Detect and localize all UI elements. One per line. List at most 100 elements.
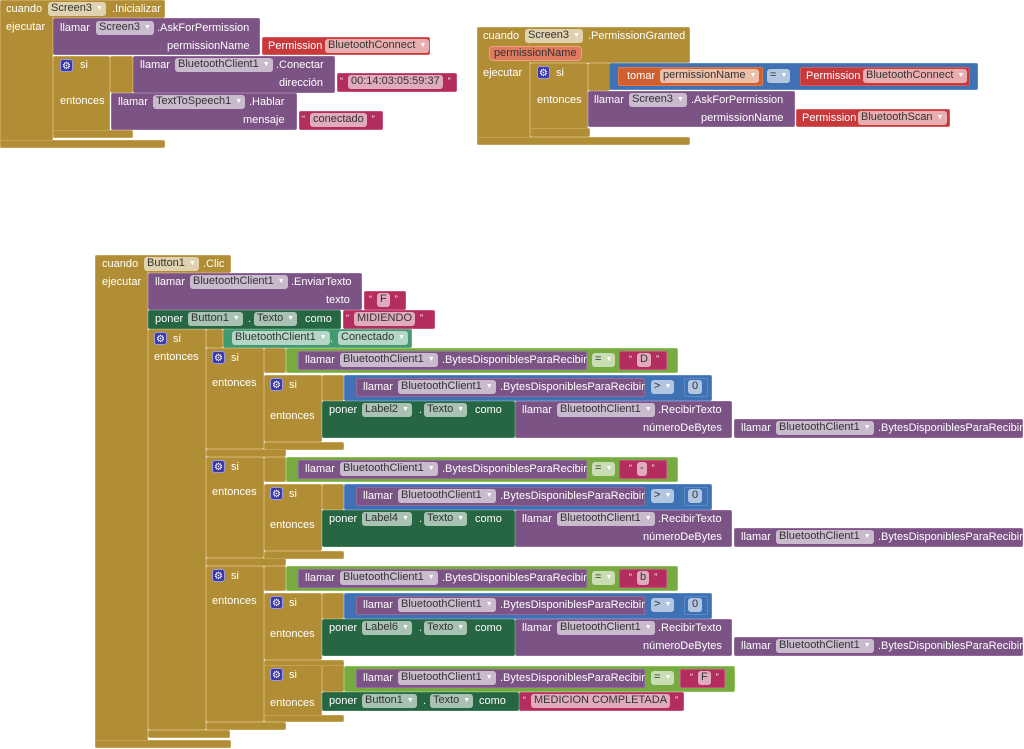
operator-dropdown[interactable]: = ▼	[592, 462, 616, 476]
gear-mutator-icon[interactable]: ⚙	[154, 332, 167, 345]
event-body[interactable]	[477, 27, 530, 145]
component-dropdown[interactable]: BluetoothClient1 ▼	[340, 571, 438, 585]
gear-mutator-icon[interactable]: ⚙	[270, 596, 283, 609]
call-askforpermission-block[interactable]	[588, 91, 795, 127]
if-block[interactable]	[264, 484, 322, 551]
if-block[interactable]	[206, 457, 264, 558]
text-value[interactable]: MEDICION COMPLETADA	[523, 694, 678, 708]
operator-dropdown[interactable]: = ▼	[592, 571, 616, 585]
component-dropdown[interactable]: Label4 ▼	[362, 512, 412, 526]
component-dropdown[interactable]: BluetoothClient1 ▼	[776, 639, 874, 653]
permission-dropdown[interactable]: BluetoothScan ▼	[858, 111, 947, 125]
if-bottom[interactable]	[206, 558, 286, 566]
if-bottom[interactable]	[206, 449, 286, 457]
component-dropdown[interactable]: BluetoothClient1 ▼	[175, 58, 273, 72]
permission-dropdown[interactable]: BluetoothConnect ▼	[325, 39, 430, 53]
component-dropdown[interactable]: Screen3 ▼	[525, 29, 583, 43]
number-value[interactable]: 0	[688, 380, 703, 394]
component-dropdown[interactable]: Screen3 ▼	[96, 21, 154, 35]
gear-mutator-icon[interactable]: ⚙	[212, 351, 225, 364]
component-dropdown[interactable]: BluetoothClient1 ▼	[398, 598, 496, 612]
property-dropdown[interactable]: Texto ▼	[424, 403, 468, 417]
component-dropdown[interactable]: Button1 ▼	[362, 694, 417, 708]
text-value[interactable]: b	[629, 571, 657, 585]
component-dropdown[interactable]: BluetoothClient1 ▼	[340, 353, 438, 367]
component-dropdown[interactable]: Screen3 ▼	[629, 93, 687, 107]
event-body[interactable]	[95, 255, 148, 748]
if-block-outer[interactable]	[148, 329, 206, 730]
text-value[interactable]: 00:14:03:05:59:37	[340, 75, 450, 89]
component-dropdown[interactable]: Screen3 ▼	[48, 2, 106, 16]
text-value[interactable]: F	[690, 671, 718, 685]
gear-mutator-icon[interactable]: ⚙	[537, 66, 550, 79]
component-dropdown[interactable]: BluetoothClient1 ▼	[776, 530, 874, 544]
gear-mutator-icon[interactable]: ⚙	[212, 569, 225, 582]
if-header[interactable]	[264, 566, 286, 591]
if-bottom[interactable]	[264, 551, 344, 559]
if-bottom[interactable]	[53, 130, 133, 138]
property-dropdown[interactable]: Texto ▼	[430, 694, 474, 708]
property-dropdown[interactable]: Conectado ▼	[338, 331, 409, 345]
set-property-block[interactable]	[322, 619, 515, 656]
if-block[interactable]	[264, 593, 322, 660]
component-dropdown[interactable]: BluetoothClient1 ▼	[557, 621, 655, 635]
component-dropdown[interactable]: BluetoothClient1 ▼	[340, 462, 438, 476]
if-header[interactable]	[322, 665, 344, 692]
if-block[interactable]	[206, 348, 264, 449]
component-dropdown[interactable]: BluetoothClient1 ▼	[232, 331, 330, 345]
text-value[interactable]: D	[629, 353, 659, 367]
gear-mutator-icon[interactable]: ⚙	[270, 487, 283, 500]
if-header[interactable]	[264, 348, 286, 373]
component-dropdown[interactable]: Label2 ▼	[362, 403, 412, 417]
operator-dropdown[interactable]: > ▼	[651, 380, 675, 394]
event-body[interactable]	[0, 0, 53, 148]
event-parameter[interactable]: permissionName	[489, 46, 582, 61]
if-header[interactable]	[322, 484, 344, 510]
component-dropdown[interactable]: BluetoothClient1 ▼	[557, 512, 655, 526]
variable-dropdown[interactable]: permissionName ▼	[660, 69, 760, 83]
event-bottom[interactable]	[0, 140, 165, 148]
operator-dropdown[interactable]: > ▼	[651, 598, 675, 612]
if-bottom[interactable]	[206, 722, 286, 730]
event-bottom[interactable]	[477, 137, 690, 145]
property-dropdown[interactable]: Texto ▼	[424, 512, 468, 526]
operator-dropdown[interactable]: = ▼	[592, 353, 616, 367]
component-dropdown[interactable]: Button1 ▼	[188, 312, 243, 326]
set-property-block[interactable]	[322, 510, 515, 547]
if-header[interactable]	[110, 56, 133, 93]
gear-mutator-icon[interactable]: ⚙	[270, 668, 283, 681]
if-block[interactable]	[264, 375, 322, 442]
component-dropdown[interactable]: BluetoothClient1 ▼	[398, 380, 496, 394]
operator-dropdown[interactable]: = ▼	[767, 69, 791, 83]
if-bottom[interactable]	[148, 730, 230, 738]
if-header[interactable]	[322, 375, 344, 401]
number-value[interactable]: 0	[688, 489, 703, 503]
if-header[interactable]	[264, 457, 286, 482]
gear-mutator-icon[interactable]: ⚙	[270, 378, 283, 391]
component-dropdown[interactable]: Button1 ▼	[144, 257, 199, 271]
set-property-block[interactable]	[322, 401, 515, 438]
if-bottom[interactable]	[264, 715, 344, 722]
component-dropdown[interactable]: BluetoothClient1 ▼	[776, 421, 874, 435]
operator-dropdown[interactable]: > ▼	[651, 489, 675, 503]
operator-dropdown[interactable]: = ▼	[651, 671, 675, 685]
if-header[interactable]	[206, 329, 223, 348]
property-dropdown[interactable]: Texto ▼	[254, 312, 298, 326]
gear-mutator-icon[interactable]: ⚙	[212, 460, 225, 473]
component-dropdown[interactable]: TextToSpeech1 ▼	[153, 95, 246, 109]
event-bottom[interactable]	[95, 740, 231, 748]
component-dropdown[interactable]: BluetoothClient1 ▼	[190, 275, 288, 289]
permission-dropdown[interactable]: BluetoothConnect ▼	[863, 69, 968, 83]
call-askforpermission-block[interactable]	[53, 18, 260, 55]
property-dropdown[interactable]: Texto ▼	[424, 621, 468, 635]
component-dropdown[interactable]: BluetoothClient1 ▼	[398, 671, 496, 685]
if-header[interactable]	[588, 63, 610, 91]
text-value[interactable]: -	[629, 462, 654, 476]
component-dropdown[interactable]: Label6 ▼	[362, 621, 412, 635]
component-dropdown[interactable]: BluetoothClient1 ▼	[557, 403, 655, 417]
component-dropdown[interactable]: BluetoothClient1 ▼	[398, 489, 496, 503]
number-value[interactable]: 0	[688, 598, 703, 612]
text-value[interactable]: MIDIENDO	[346, 312, 423, 326]
text-value[interactable]: conectado	[302, 113, 374, 127]
